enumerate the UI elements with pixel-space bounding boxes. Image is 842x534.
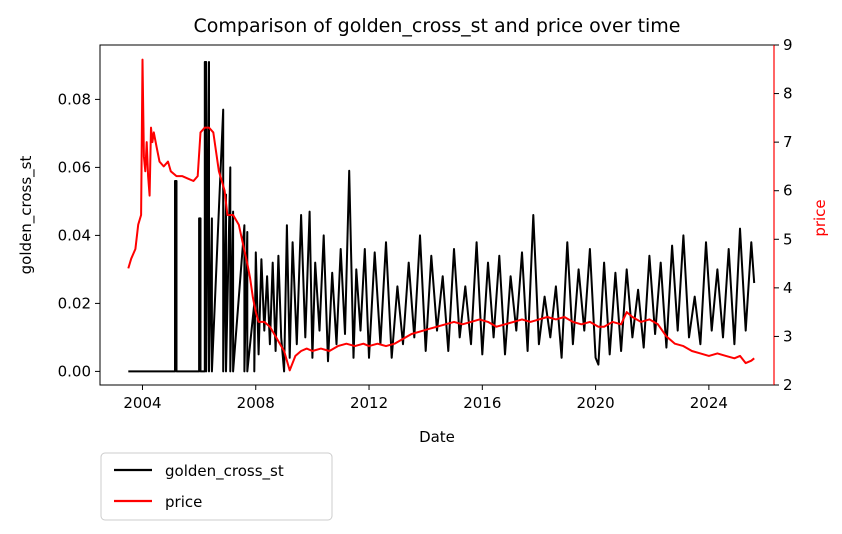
x-tick-label: 2016: [463, 394, 501, 412]
left-y-tick-label: 0.04: [58, 226, 91, 244]
legend: golden_cross_st price: [100, 452, 333, 521]
left-y-tick-label: 0.06: [58, 158, 91, 176]
x-tick-label: 2020: [576, 394, 614, 412]
right-y-axis-label: price: [811, 199, 829, 236]
x-tick-label: 2024: [690, 394, 728, 412]
right-y-tick-label: 5: [783, 230, 793, 248]
legend-box: [100, 452, 333, 521]
right-y-tick-label: 2: [783, 376, 793, 394]
right-y-tick-label: 9: [783, 36, 793, 54]
x-tick-label: 2008: [237, 394, 275, 412]
right-y-tick-label: 8: [783, 85, 793, 103]
chart-title: Comparison of golden_cross_st and price …: [193, 15, 680, 37]
x-axis-label: Date: [419, 428, 455, 446]
left-y-axis-ticks: 0.00 0.02 0.04 0.06 0.08: [58, 90, 100, 380]
x-tick-label: 2004: [123, 394, 161, 412]
left-y-axis-label: golden_cross_st: [17, 156, 36, 275]
right-y-axis-ticks: 2 3 4 5 6 7 8 9: [774, 36, 793, 394]
right-y-tick-label: 3: [783, 327, 793, 345]
right-y-tick-label: 7: [783, 133, 793, 151]
left-y-tick-label: 0.02: [58, 294, 91, 312]
x-tick-label: 2012: [350, 394, 388, 412]
left-y-tick-label: 0.08: [58, 90, 91, 108]
legend-label-price: price: [165, 493, 202, 511]
x-axis-ticks: 2004 2008 2012 2016 2020 2024: [123, 385, 728, 412]
series-line-price: [127, 58, 755, 372]
legend-label-golden-cross-st: golden_cross_st: [165, 462, 284, 481]
right-y-tick-label: 4: [783, 279, 793, 297]
left-y-tick-label: 0.00: [58, 362, 91, 380]
series-line-golden-cross-st: [128, 61, 756, 373]
right-y-tick-label: 6: [783, 182, 793, 200]
plot-series: [127, 58, 756, 373]
